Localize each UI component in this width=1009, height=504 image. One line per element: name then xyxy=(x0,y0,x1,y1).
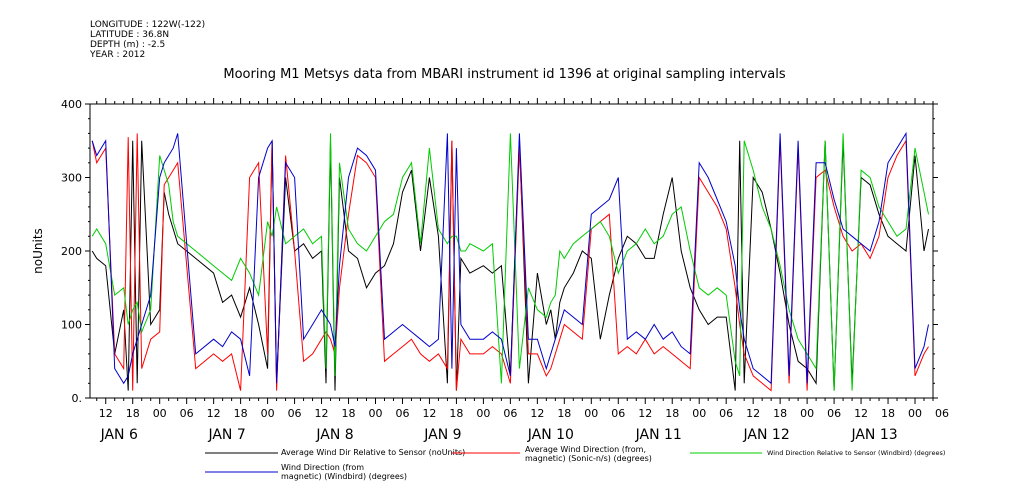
legend-label-3: Wind Direction Relative to Sensor (Windb… xyxy=(767,449,945,457)
y-tick-label: 100 xyxy=(61,319,82,332)
x-hour-label: 12 xyxy=(99,407,113,420)
x-hour-label: 00 xyxy=(368,407,382,420)
x-hour-label: 12 xyxy=(854,407,868,420)
x-day-label: JAN 13 xyxy=(850,427,897,443)
metadata-block: LONGITUDE : 122W(-122) LATITUDE : 36.8N … xyxy=(90,20,205,60)
x-hour-label: 06 xyxy=(935,407,949,420)
x-day-label: JAN 6 xyxy=(100,427,138,443)
legend-label-2: Average Wind Direction (from, magnetic) (… xyxy=(525,445,652,463)
legend-label-4: Wind Direction (from magnetic) (Windbird)… xyxy=(281,463,407,481)
year-label: YEAR : 2012 xyxy=(90,50,146,60)
x-day-label: JAN 9 xyxy=(423,427,461,443)
y-axis-label: noUnits xyxy=(31,228,45,274)
x-day-label: JAN 11 xyxy=(635,427,682,443)
x-hour-label: 06 xyxy=(503,407,517,420)
latitude-label: LATITUDE : 36.8N xyxy=(90,30,170,40)
x-hour-label: 00 xyxy=(692,407,706,420)
x-hour-label: 00 xyxy=(261,407,275,420)
x-hour-label: 12 xyxy=(422,407,436,420)
x-hour-label: 18 xyxy=(449,407,463,420)
x-day-label: JAN 8 xyxy=(315,427,353,443)
y-tick-label: 200 xyxy=(61,245,82,258)
x-hour-label: 06 xyxy=(395,407,409,420)
y-tick-label: 300 xyxy=(61,172,82,185)
series-line-1 xyxy=(91,140,929,391)
x-hour-label: 12 xyxy=(638,407,652,420)
x-hour-label: 12 xyxy=(207,407,221,420)
x-hour-label: 12 xyxy=(530,407,544,420)
chart-title: Mooring M1 Metsys data from MBARI instru… xyxy=(223,67,786,82)
x-hour-label: 18 xyxy=(126,407,140,420)
x-hour-label: 06 xyxy=(827,407,841,420)
x-hour-label: 00 xyxy=(153,407,167,420)
x-hour-label: 00 xyxy=(584,407,598,420)
x-day-label: JAN 7 xyxy=(207,427,245,443)
x-hour-label: 18 xyxy=(773,407,787,420)
depth-label: DEPTH (m) : -2.5 xyxy=(90,40,166,50)
x-day-label: JAN 10 xyxy=(527,427,574,443)
x-hour-label: 18 xyxy=(234,407,248,420)
x-hour-label: 18 xyxy=(881,407,895,420)
y-tick-label: 400 xyxy=(61,98,82,111)
x-hour-label: 18 xyxy=(665,407,679,420)
series-line-3 xyxy=(91,133,929,391)
x-hour-label: 06 xyxy=(288,407,302,420)
x-day-label: JAN 12 xyxy=(743,427,790,443)
longitude-label: LONGITUDE : 122W(-122) xyxy=(90,20,206,30)
x-hour-label: 12 xyxy=(315,407,329,420)
series-line-4 xyxy=(91,131,929,385)
legend-label-1: Average Wind Dir Relative to Sensor (noU… xyxy=(281,448,465,457)
x-hour-label: 18 xyxy=(557,407,571,420)
x-hour-label: 06 xyxy=(719,407,733,420)
x-hour-label: 18 xyxy=(342,407,356,420)
y-tick-label: 0. xyxy=(72,392,83,405)
x-hour-label: 12 xyxy=(746,407,760,420)
x-hour-label: 06 xyxy=(611,407,625,420)
x-hour-label: 00 xyxy=(908,407,922,420)
x-hour-label: 00 xyxy=(800,407,814,420)
x-hour-label: 00 xyxy=(476,407,490,420)
x-hour-label: 06 xyxy=(180,407,194,420)
